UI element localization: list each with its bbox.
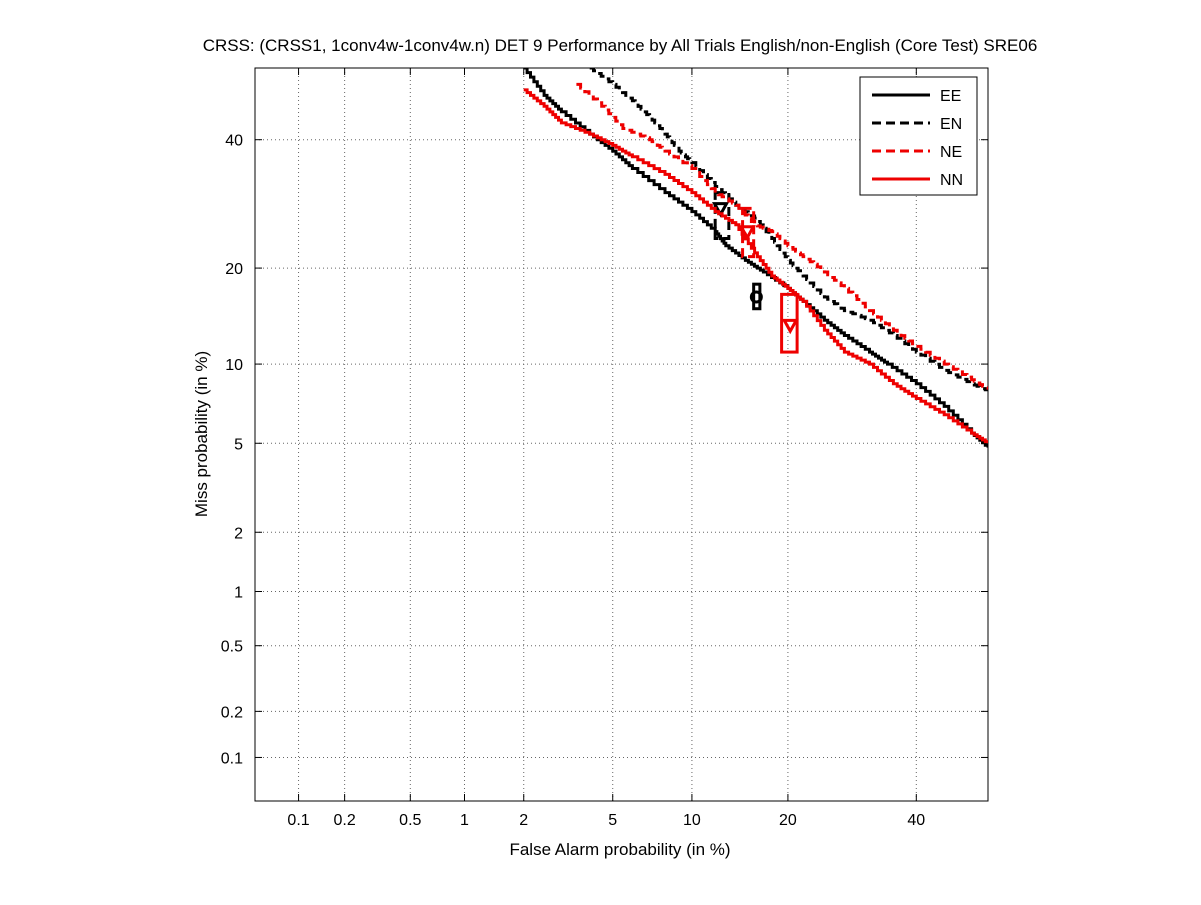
y-tick-label: 10 [225,357,243,374]
legend-label-ee: EE [940,88,961,105]
x-axis-ticks: 0.1 0.2 0.5 1 2 5 10 20 40 [287,68,925,829]
series-layer [523,68,988,448]
interval-box-ne [741,206,756,259]
series-en [589,68,988,392]
y-tick-label: 0.1 [221,750,243,767]
curve-en [589,68,988,392]
x-axis-label: False Alarm probability (in %) [509,840,730,859]
decision-marker-ne [738,225,756,241]
y-axis-ticks: 0.1 0.2 0.5 1 2 5 10 20 40 [221,133,988,767]
x-tick-label: 10 [683,812,701,829]
legend: EE EN NE NN [859,76,978,196]
x-tick-label: 40 [907,812,925,829]
curve-ee [523,68,988,448]
series-ne [576,82,988,390]
y-tick-label: 1 [234,585,243,602]
y-tick-label: 0.2 [221,704,243,721]
curve-nn [523,88,988,444]
y-tick-label: 2 [234,525,243,542]
y-tick-label: 5 [234,436,243,453]
y-tick-label: 0.5 [221,639,243,656]
series-nn [523,88,988,444]
decision-marker-nn [781,318,799,335]
x-tick-label: 0.1 [287,812,309,829]
x-tick-label: 1 [460,812,469,829]
legend-label-ne: NE [940,144,962,161]
plot-area-frame [254,67,989,802]
decision-marker-en [711,202,730,218]
y-tick-label: 40 [225,133,243,150]
y-tick-label: 20 [225,261,243,278]
x-tick-label: 2 [519,812,528,829]
chart-title: CRSS: (CRSS1, 1conv4w-1conv4w.n) DET 9 P… [203,36,1038,55]
interval-box-en [713,191,731,241]
x-tick-label: 0.2 [334,812,356,829]
y-axis-label: Miss probability (in %) [192,351,211,517]
decision-marker-ee [749,290,763,304]
interval-box-nn [780,292,799,354]
legend-box [859,76,978,196]
series-ee [523,68,988,448]
x-tick-label: 0.5 [399,812,421,829]
x-tick-label: 5 [608,812,617,829]
x-tick-label: 20 [779,812,797,829]
legend-label-en: EN [940,116,962,133]
curve-ne [576,82,988,390]
legend-label-nn: NN [940,172,963,189]
